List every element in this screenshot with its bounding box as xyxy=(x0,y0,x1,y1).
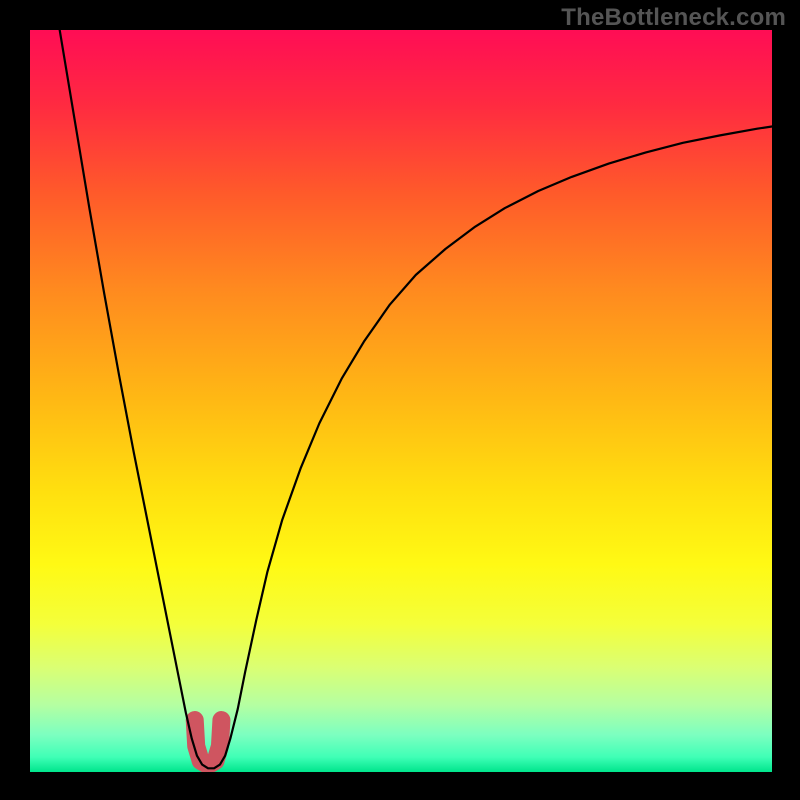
plot-area xyxy=(30,30,772,772)
chart-svg xyxy=(30,30,772,772)
watermark-text: TheBottleneck.com xyxy=(561,4,786,32)
chart-container: TheBottleneck.com xyxy=(0,0,800,800)
gradient-background xyxy=(30,30,772,772)
